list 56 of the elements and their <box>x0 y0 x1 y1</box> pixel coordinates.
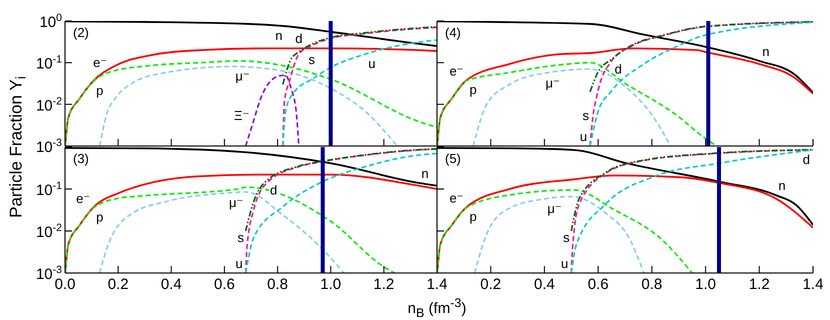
x-tick-label: 0.2 <box>108 276 129 293</box>
series-label: n <box>778 178 786 193</box>
series-label: μ⁻ <box>229 195 244 210</box>
x-tick-label: 0.4 <box>160 276 182 293</box>
line-series <box>244 148 437 232</box>
line-series <box>65 186 396 273</box>
series-label: e⁻ <box>449 64 464 79</box>
x-tick-label: 0.2 <box>480 276 502 293</box>
x-tick-label: 1.4 <box>426 276 448 293</box>
series-label: μ⁻ <box>547 200 562 216</box>
series-label: s <box>308 52 316 67</box>
annotation: (2) <box>73 25 89 40</box>
series-label: e⁻ <box>449 190 464 206</box>
series-label: n <box>275 28 283 44</box>
series-label: e⁻ <box>93 54 108 70</box>
x-tick-label: 1.0 <box>320 276 342 293</box>
annotation: (5) <box>445 151 461 166</box>
y-tick-label: 10$^{-3}$ <box>36 137 62 156</box>
y-tick-label: 10$^{-2}$ <box>36 222 62 241</box>
series-label: s <box>238 230 245 245</box>
series-label: μ⁻ <box>235 68 250 84</box>
series-label: u <box>580 129 588 144</box>
series-label: p <box>470 82 477 98</box>
line-series <box>282 26 437 86</box>
y-tick-label: 10$^{-1}$ <box>36 180 62 199</box>
series-label: d <box>614 61 622 76</box>
series-label: d <box>802 152 810 167</box>
series-label: n <box>762 44 770 59</box>
series-label: u <box>561 256 568 271</box>
annotation: (3) <box>73 151 89 166</box>
y-tick-label: 10$^{0}$ <box>39 12 62 31</box>
series-label: Ξ⁻ <box>234 108 250 123</box>
series-label: n <box>421 166 429 181</box>
series-label: u <box>368 56 376 72</box>
x-tick-label: 0.6 <box>214 276 235 293</box>
series-label: u <box>235 256 243 271</box>
series-label: p <box>470 209 477 224</box>
x-tick-label: 0.6 <box>588 276 609 293</box>
x-tick-label: 1.0 <box>695 276 716 293</box>
series-label: s <box>582 108 590 123</box>
y-tick-label: 10$^{-1}$ <box>36 54 62 73</box>
x-tick-label: 1.2 <box>748 276 770 293</box>
x-tick-label: 0.8 <box>641 276 662 293</box>
x-tick-label: 1.4 <box>802 276 824 293</box>
series-label: p <box>96 83 104 98</box>
x-axis-title: n$_{B}$ (fm$^{-3}$) <box>408 296 466 320</box>
x-tick-label: 1.2 <box>373 276 394 293</box>
series-label: d <box>295 31 302 46</box>
x-tick-label: 0.4 <box>534 276 555 293</box>
x-tick-label: 0.8 <box>267 276 288 293</box>
series-label: s <box>563 230 570 245</box>
series-label: e⁻ <box>76 191 90 206</box>
series-label: p <box>96 210 104 225</box>
series-label: μ⁻ <box>546 75 560 90</box>
y-tick-label: 10$^{-2}$ <box>36 95 62 114</box>
annotation: (4) <box>445 25 461 40</box>
